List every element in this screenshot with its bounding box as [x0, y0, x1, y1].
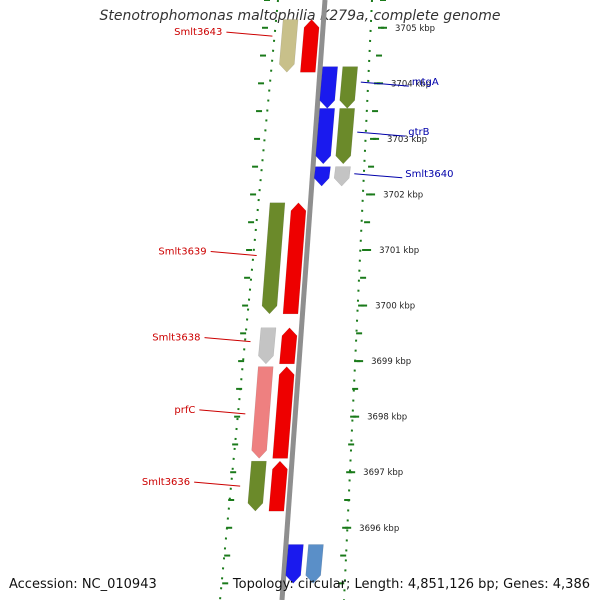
- gene-arrow-smlt3643[interactable]: [279, 19, 299, 73]
- gene-arrow-smlt3638[interactable]: [258, 327, 277, 365]
- gene-label-gtrb[interactable]: gtrB: [408, 127, 429, 138]
- gene-arrow-prfc[interactable]: [251, 366, 274, 459]
- gene-arrow[interactable]: [285, 544, 304, 584]
- label-leader-line: [204, 337, 251, 343]
- backbone-line: [279, 0, 328, 600]
- position-tick-label: 3696 kbp: [359, 524, 399, 534]
- gene-label-smlt3638[interactable]: Smlt3638: [152, 333, 200, 344]
- position-tick-label: 3700 kbp: [375, 302, 415, 312]
- gene-label-smlt3643[interactable]: Smlt3643: [174, 27, 222, 38]
- label-leader-line: [354, 173, 403, 179]
- gene-arrow-smlt3640[interactable]: [313, 166, 331, 187]
- map-title: Stenotrophomonas maltophilia K279a, comp…: [99, 8, 501, 24]
- gene-arrow-mtga[interactable]: [339, 66, 358, 109]
- gene-label-smlt3636[interactable]: Smlt3636: [142, 477, 190, 488]
- gene-arrow-smlt3639[interactable]: [261, 202, 286, 315]
- gene-label-mtga[interactable]: mtgA: [412, 77, 439, 88]
- gene-labels[interactable]: Smlt3643 Smlt3639 Smlt3638 prfC Smlt3636 mtgA…: [142, 27, 454, 488]
- gene-arrow-gtrb[interactable]: [335, 108, 356, 165]
- gene-label-smlt3639[interactable]: Smlt3639: [158, 247, 206, 258]
- position-tick-label: 3703 kbp: [387, 135, 427, 145]
- gene-arrow-mtga[interactable]: [319, 66, 338, 109]
- gene-arrow-gtrb[interactable]: [315, 108, 336, 165]
- gene-arrow-smlt3640[interactable]: [333, 166, 351, 187]
- position-ticks: 3705 kbp 3704 kbp 3703 kbp 3702 kbp 3701 kbp…: [222, 0, 435, 585]
- gene-features[interactable]: [247, 19, 358, 584]
- position-tick-label: 3702 kbp: [383, 190, 423, 200]
- inner-dotted-guide: [219, 0, 279, 600]
- topology-text: Topology: circular; Length: 4,851,126 bp…: [232, 577, 590, 592]
- gene-label-smlt3640[interactable]: Smlt3640: [405, 169, 453, 180]
- gene-arrow-smlt3638[interactable]: [279, 327, 298, 365]
- label-leader-line: [357, 131, 406, 137]
- position-tick-label: 3699 kbp: [371, 357, 411, 367]
- position-tick-label: 3704 kbp: [391, 79, 431, 89]
- accession-text: Accession: NC_010943: [9, 577, 157, 592]
- genome-backbone: [279, 0, 328, 600]
- position-tick-label: 3697 kbp: [363, 468, 403, 478]
- gene-arrow[interactable]: [305, 544, 324, 584]
- label-leader-line: [199, 409, 246, 415]
- label-leader-line: [360, 81, 409, 87]
- gene-arrow-prfc[interactable]: [272, 366, 295, 459]
- label-leader-line: [210, 251, 257, 257]
- gene-label-prfc[interactable]: prfC: [174, 405, 195, 416]
- gene-arrow-smlt3636[interactable]: [247, 460, 267, 512]
- position-tick-label: 3698 kbp: [367, 413, 407, 423]
- gene-arrow-smlt3643[interactable]: [300, 19, 320, 73]
- gene-arrow-smlt3636[interactable]: [268, 460, 288, 512]
- gene-arrow-smlt3639[interactable]: [282, 202, 307, 315]
- label-leader-line: [194, 481, 241, 487]
- position-tick-label: 3705 kbp: [395, 24, 435, 34]
- position-tick-label: 3701 kbp: [379, 246, 419, 256]
- label-leader-line: [226, 31, 273, 37]
